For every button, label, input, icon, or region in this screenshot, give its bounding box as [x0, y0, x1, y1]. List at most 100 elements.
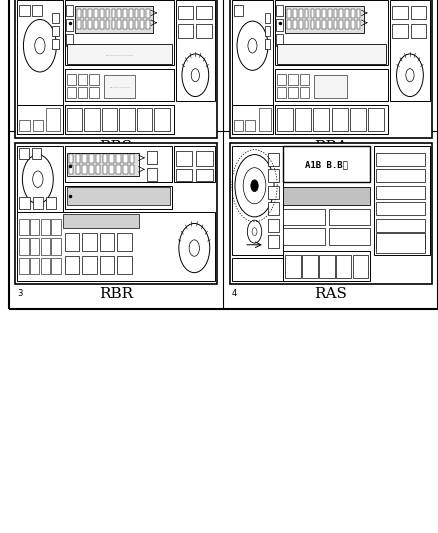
Bar [66, 5, 73, 16]
Bar [302, 255, 318, 278]
Bar [328, 228, 370, 245]
Bar [289, 87, 298, 98]
Bar [376, 185, 425, 199]
Bar [78, 74, 87, 85]
Bar [33, 197, 43, 209]
Bar [286, 6, 364, 33]
Bar [345, 9, 349, 18]
Bar [67, 74, 76, 85]
Bar [117, 9, 121, 18]
Bar [9, 0, 438, 309]
Bar [82, 154, 87, 163]
Bar [316, 20, 320, 29]
Bar [33, 119, 43, 131]
Bar [51, 219, 61, 235]
Bar [300, 74, 309, 85]
Bar [75, 6, 153, 33]
Bar [67, 87, 76, 98]
Bar [277, 44, 386, 64]
Bar [65, 256, 79, 274]
Bar [30, 238, 39, 255]
Bar [51, 238, 61, 255]
Bar [390, 0, 430, 101]
Bar [32, 5, 42, 16]
Bar [83, 20, 86, 29]
Bar [277, 108, 293, 131]
Bar [65, 147, 172, 182]
Bar [102, 154, 107, 163]
Bar [96, 154, 100, 163]
Bar [392, 25, 408, 37]
Bar [351, 9, 355, 18]
Bar [52, 26, 60, 36]
Bar [32, 148, 41, 159]
Bar [275, 69, 389, 101]
Bar [353, 255, 368, 278]
Bar [19, 5, 30, 16]
Bar [275, 105, 389, 134]
Bar [376, 219, 425, 232]
Bar [117, 20, 121, 29]
Bar [17, 147, 63, 212]
Bar [376, 235, 425, 248]
Bar [283, 209, 325, 225]
Bar [100, 9, 104, 18]
Bar [336, 255, 351, 278]
Bar [268, 153, 279, 166]
Bar [376, 169, 425, 182]
Bar [17, 212, 215, 281]
Bar [376, 233, 425, 253]
Circle shape [24, 20, 57, 72]
Bar [230, 143, 431, 284]
Circle shape [22, 155, 53, 204]
Bar [63, 214, 139, 228]
Bar [230, 0, 431, 138]
Circle shape [243, 168, 266, 204]
Bar [178, 6, 193, 20]
Bar [110, 165, 114, 174]
Bar [119, 108, 134, 131]
Bar [392, 6, 408, 20]
Bar [287, 20, 291, 29]
Bar [283, 188, 370, 205]
Bar [268, 202, 279, 215]
Bar [19, 219, 28, 235]
Bar [289, 74, 298, 85]
Bar [129, 20, 133, 29]
Text: ________________: ________________ [105, 52, 133, 56]
Bar [251, 105, 258, 131]
Bar [357, 20, 360, 29]
Text: 4: 4 [232, 289, 237, 298]
Bar [51, 258, 61, 274]
Bar [140, 20, 144, 29]
Bar [146, 20, 150, 29]
Text: 3: 3 [17, 289, 23, 298]
Bar [84, 108, 99, 131]
Bar [345, 20, 349, 29]
Bar [134, 9, 138, 18]
Bar [300, 87, 309, 98]
Bar [69, 165, 73, 174]
Bar [102, 165, 107, 174]
Bar [332, 108, 348, 131]
Bar [232, 105, 273, 134]
Bar [110, 154, 114, 163]
Bar [41, 258, 50, 274]
Bar [334, 9, 337, 18]
Bar [196, 6, 212, 20]
Bar [376, 202, 425, 215]
Bar [47, 105, 54, 131]
Bar [234, 105, 240, 131]
Circle shape [182, 54, 208, 96]
Bar [268, 219, 279, 232]
Bar [374, 147, 430, 255]
Bar [275, 0, 389, 66]
Bar [245, 119, 254, 131]
Bar [357, 9, 360, 18]
Bar [286, 255, 301, 278]
Bar [339, 9, 343, 18]
Bar [260, 105, 266, 131]
Bar [147, 151, 157, 164]
Bar [129, 9, 133, 18]
Bar [283, 252, 370, 281]
